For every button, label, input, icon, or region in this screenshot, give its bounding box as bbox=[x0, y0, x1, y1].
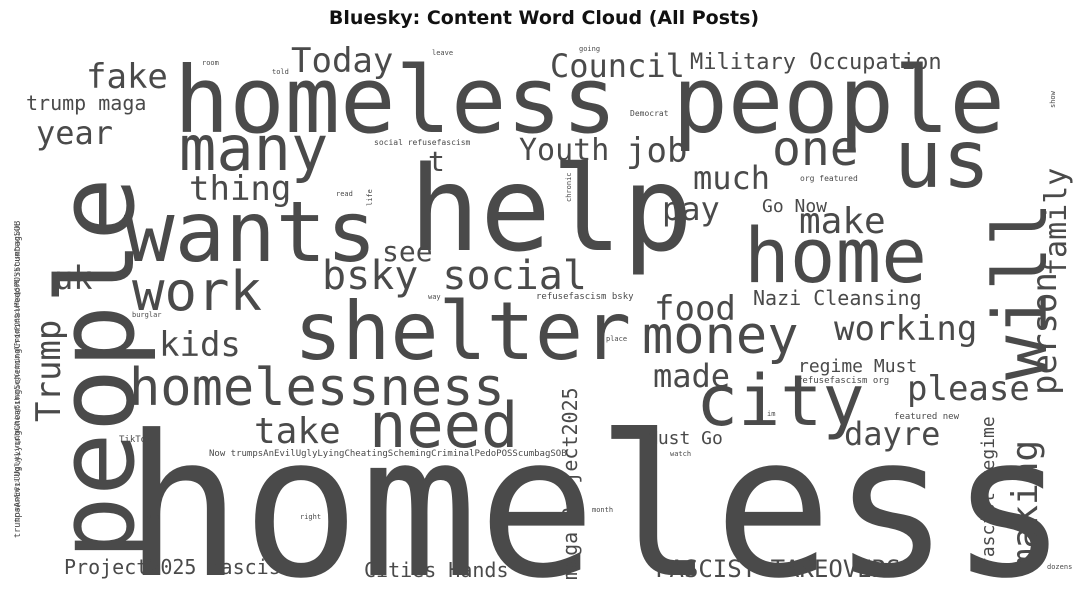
word-shelter: shelter bbox=[294, 285, 632, 378]
word-burglar: burglar bbox=[132, 311, 162, 319]
word-working: working bbox=[834, 309, 978, 349]
chart-title: Bluesky: Content Word Cloud (All Posts) bbox=[328, 7, 760, 29]
word-way: way bbox=[428, 293, 441, 301]
word-org-featured: org featured bbox=[800, 174, 858, 183]
word-need: need bbox=[369, 389, 519, 462]
word-one: one bbox=[772, 121, 859, 177]
word-homeless-people: homeless people bbox=[174, 47, 1005, 154]
word-old: old bbox=[147, 513, 160, 521]
word-please: please bbox=[907, 369, 1030, 409]
word-chronic-vertical: chronic bbox=[565, 172, 573, 202]
word-us: us bbox=[894, 113, 991, 206]
word-im: im bbox=[767, 410, 776, 418]
word-trump-maga: trump maga bbox=[26, 91, 147, 115]
word-council: Council bbox=[550, 47, 685, 85]
word-make: make bbox=[799, 201, 886, 242]
word-city: city bbox=[696, 360, 865, 442]
word-help: help bbox=[409, 140, 694, 278]
word-much: much bbox=[693, 159, 771, 197]
word-featured-new: featured new bbox=[894, 412, 960, 422]
word-pay: pay bbox=[662, 190, 720, 228]
word-place: place bbox=[606, 335, 628, 343]
word-maga-project2025-vertical: maga Project2025 bbox=[558, 387, 582, 580]
word-uk: uk bbox=[54, 259, 93, 297]
word-person-vertical: person bbox=[1025, 272, 1065, 395]
word-homelessness: homelessness bbox=[129, 358, 505, 418]
word-work: work bbox=[132, 260, 263, 323]
word-made: made bbox=[653, 357, 731, 395]
word-must-go: Must Go bbox=[647, 428, 723, 449]
word-kids: kids bbox=[159, 325, 241, 365]
word-leave: leave bbox=[432, 49, 454, 57]
word-many: many bbox=[179, 112, 329, 185]
word-watch: watch bbox=[670, 450, 692, 458]
word-take: take bbox=[254, 411, 341, 452]
word-told: told bbox=[272, 68, 289, 76]
word-dayre: dayre bbox=[844, 415, 941, 453]
word-family-vertical: family bbox=[1039, 167, 1074, 276]
word-going: going bbox=[579, 45, 601, 53]
word-homeless-big: homeless bbox=[124, 394, 1069, 580]
word-see: see bbox=[382, 235, 433, 268]
word-thing: thing bbox=[189, 169, 292, 209]
word-fake: fake bbox=[86, 57, 168, 97]
word-money: money bbox=[642, 306, 799, 366]
word-trumps-refusefascism-vertical: trumpsAnEvilUglyLyingCheatingSchemingCri… bbox=[14, 224, 21, 522]
word-wants: wants bbox=[124, 183, 377, 281]
word-bsky-social: bsky social bbox=[322, 253, 587, 299]
word-military-occupation: Military Occupation bbox=[690, 50, 942, 75]
word-year: year bbox=[36, 114, 114, 152]
word-go-now: Go Now bbox=[762, 196, 828, 217]
word-cities-hands: Cities Hands bbox=[364, 558, 509, 580]
word-cloud: homeless people homeless people help wan… bbox=[14, 40, 1074, 580]
word-home: home bbox=[744, 211, 928, 300]
word-making-vertical: making bbox=[1005, 439, 1046, 570]
word-youth: Youth bbox=[519, 133, 610, 168]
word-refusefascism-bsky: refusefascism bsky bbox=[536, 292, 634, 302]
word-now-trumps: Now trumpsAnEvilUglyLyingCheatingSchemin… bbox=[209, 449, 567, 459]
word-job: job bbox=[626, 131, 688, 171]
word-read: read bbox=[336, 190, 353, 198]
word-fascist-takeovers: FASCIST TAKEOVERS bbox=[655, 555, 901, 580]
word-show-vertical: show bbox=[1049, 91, 1057, 108]
word-social-refusefascism: social refusefascism bbox=[374, 138, 471, 147]
word-fascist-regime-vertical: fascist regime bbox=[978, 416, 999, 568]
word-tiktok: TikTok bbox=[119, 435, 152, 445]
word-today: Today bbox=[291, 41, 394, 81]
word-trump-vertical: Trump bbox=[29, 319, 69, 422]
word-right: right bbox=[300, 513, 322, 521]
word-dozens: dozens bbox=[1047, 563, 1073, 571]
word-regime-must: regime Must bbox=[798, 356, 918, 377]
word-refusefascism-org: refusefascism org bbox=[797, 376, 890, 386]
word-food: food bbox=[654, 289, 736, 329]
word-nazi-cleansing: Nazi Cleansing bbox=[753, 286, 922, 310]
word-t: t bbox=[428, 145, 445, 178]
word-project2025-fascist: Project2025 fascist bbox=[64, 555, 293, 579]
word-life-vertical: life bbox=[366, 189, 374, 206]
word-month: month bbox=[592, 506, 614, 514]
word-room: room bbox=[202, 59, 219, 67]
word-democrat: Democrat bbox=[630, 109, 669, 118]
